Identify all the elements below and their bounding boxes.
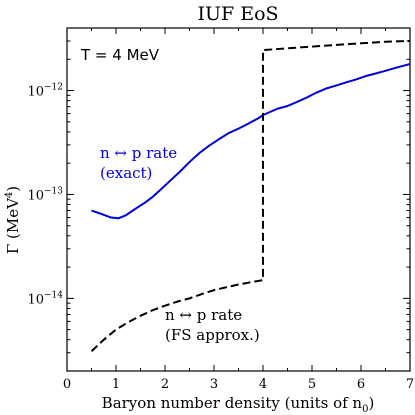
- x-axis-ticks: 0 1 2 3 4 5 6 7: [63, 28, 414, 392]
- x-tick-label: 1: [112, 377, 120, 392]
- x-tick-label: 3: [210, 377, 218, 392]
- exact-series-label: n ↔ p rate (exact): [100, 144, 182, 182]
- x-tick-label: 4: [259, 377, 267, 392]
- y-tick-label: 10−13: [27, 186, 63, 203]
- x-axis-label: Baryon number density (units of n0): [102, 394, 375, 415]
- series-line-fs-approx: [90, 39, 411, 352]
- series-layer: [90, 39, 411, 352]
- fs-approx-series-label: n ↔ p rate (FS approx.): [165, 306, 260, 344]
- y-tick-label: 10−14: [27, 290, 63, 307]
- chart-title: IUF EoS: [197, 3, 278, 25]
- y-axis-ticks: 10−14 10−13 10−12: [27, 27, 410, 372]
- x-tick-label: 5: [308, 377, 316, 392]
- y-axis-label: Γ (MeV4): [4, 186, 22, 254]
- x-tick-label: 2: [161, 377, 169, 392]
- temperature-annotation: T = 4 MeV: [80, 46, 160, 64]
- x-tick-label: 6: [357, 377, 365, 392]
- x-tick-label: 0: [63, 377, 71, 392]
- series-line-exact: [91, 63, 411, 220]
- x-tick-label: 7: [406, 377, 414, 392]
- y-tick-label: 10−12: [27, 83, 63, 100]
